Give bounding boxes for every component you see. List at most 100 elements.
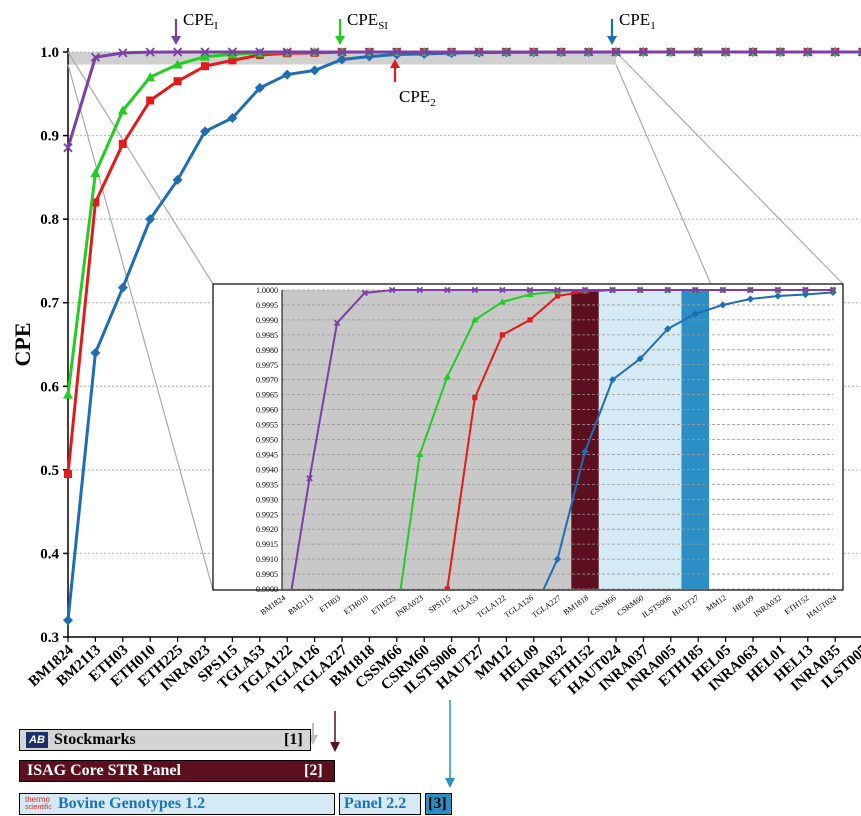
inset-x-tick-label: SPS115	[427, 593, 453, 615]
zoom-connector	[615, 51, 844, 285]
inset-data-point	[692, 286, 699, 294]
y-tick-label: 0.8	[40, 212, 59, 228]
inset-data-point	[747, 286, 754, 294]
data-point	[337, 47, 347, 57]
inset-data-point	[443, 373, 451, 380]
data-point	[227, 47, 238, 57]
data-point	[172, 47, 183, 57]
inset-data-point	[746, 295, 754, 303]
data-point	[228, 56, 237, 65]
data-point	[91, 198, 100, 207]
inset-data-point	[526, 286, 534, 294]
inset-y-tick-label: 0.9910	[256, 555, 278, 564]
inset-x-tick-label: ETH03	[318, 593, 342, 614]
data-point	[803, 47, 813, 57]
inset-x-tick-label: CSSM66	[589, 593, 618, 617]
annotation-label: CPE2	[399, 87, 436, 109]
inset-series	[290, 286, 837, 589]
inset-data-point	[554, 286, 561, 294]
y-tick-label: 0.3	[40, 630, 59, 646]
data-point	[282, 69, 293, 80]
panel-stockmarks-label: Stockmarks	[54, 731, 136, 748]
inset-data-point	[444, 586, 450, 589]
inset-y-tick-label: 0.9980	[256, 346, 278, 355]
inset-data-point	[554, 293, 561, 299]
inset-y-tick-label: 0.9960	[256, 406, 278, 415]
inset-x-tick-label: BM1824	[259, 593, 287, 617]
data-point	[693, 47, 703, 57]
annotation-arrowhead	[390, 59, 400, 68]
y-tick-label: 0.5	[40, 463, 59, 479]
data-point	[857, 47, 861, 57]
inset-data-point	[581, 447, 589, 456]
data-point	[227, 113, 238, 124]
inset-data-point	[664, 286, 671, 294]
inset-y-tick-label: 0.9930	[256, 495, 278, 504]
inset-y-tick-label: 0.9915	[256, 540, 278, 549]
panel-ref-3-label: [3]	[428, 795, 447, 812]
y-tick-label: 1.0	[40, 45, 59, 61]
inset-data-point	[526, 290, 534, 298]
inset-data-point	[498, 298, 506, 305]
inset-y-tick-label: 0.9995	[256, 301, 278, 310]
inset-x-tick-label: BM1818	[562, 593, 590, 617]
inset-x-tick-label: HAUT27	[670, 593, 700, 618]
data-point	[145, 47, 155, 57]
inset-data-point	[609, 286, 616, 294]
panel-2-2: Panel 2.2	[339, 793, 421, 815]
inset-data-point	[719, 301, 727, 309]
inset-y-tick-label: 0.9985	[256, 331, 278, 340]
inset-data-point	[802, 286, 809, 294]
annotation-arrowhead	[335, 36, 345, 45]
data-point	[201, 62, 209, 71]
panel-arrowhead-bovine	[445, 778, 455, 788]
applied-biosystems-logo: AB	[26, 732, 48, 748]
data-point	[255, 47, 265, 57]
data-point	[145, 72, 156, 82]
inset-data-point	[472, 395, 478, 401]
data-point	[200, 51, 210, 61]
panel-isag-ref: [2]	[304, 762, 323, 779]
inset-data-point	[581, 286, 589, 294]
data-point	[118, 48, 128, 58]
data-point	[501, 47, 512, 57]
data-point	[583, 47, 594, 57]
inset-x-tick-label: ETH225	[370, 593, 398, 616]
inset-data-point	[306, 475, 313, 482]
data-point	[172, 174, 183, 185]
y-tick-label: 0.6	[40, 379, 59, 395]
inset-y-tick-label: 1.0000	[256, 286, 278, 295]
panel-isag-label: ISAG Core STR Panel	[27, 762, 181, 779]
annotation-label: CPESI	[347, 10, 388, 32]
panel-isag-core-str: ISAG Core STR Panel [2]	[19, 760, 335, 782]
data-point	[200, 126, 210, 137]
data-point	[474, 47, 484, 57]
data-point	[172, 59, 183, 69]
annotation-label: CPE1	[619, 10, 656, 32]
panel-stockmarks: AB Stockmarks [1]	[19, 729, 311, 751]
data-point	[446, 47, 457, 57]
inset-y-tick-label: 0.9935	[256, 480, 278, 489]
data-point	[720, 47, 731, 57]
annotation-arrowhead	[171, 36, 181, 45]
inset-x-tick-label: HAUT024	[805, 593, 838, 620]
inset-data-point	[499, 286, 506, 294]
data-point	[63, 143, 73, 153]
inset-data-point	[636, 355, 644, 363]
data-point	[830, 47, 840, 57]
inset-y-tick-label: 0.9970	[256, 376, 278, 385]
data-point	[529, 47, 539, 57]
inset-data-point	[416, 450, 424, 458]
panel-arrowhead-isag	[330, 742, 340, 752]
data-point	[337, 54, 347, 65]
panel-2-2-label: Panel 2.2	[344, 795, 407, 812]
inset-x-tick-label: ETH010	[342, 593, 370, 616]
inset-data-point	[774, 286, 782, 294]
inset-y-tick-label: 0.9905	[256, 570, 278, 579]
data-point	[748, 47, 758, 57]
panel-bovine-label: Bovine Genotypes 1.2	[58, 795, 206, 812]
data-point	[64, 470, 72, 479]
data-point	[419, 47, 429, 57]
inset-y-tick-label: 0.9940	[256, 465, 278, 474]
data-point	[173, 77, 182, 86]
